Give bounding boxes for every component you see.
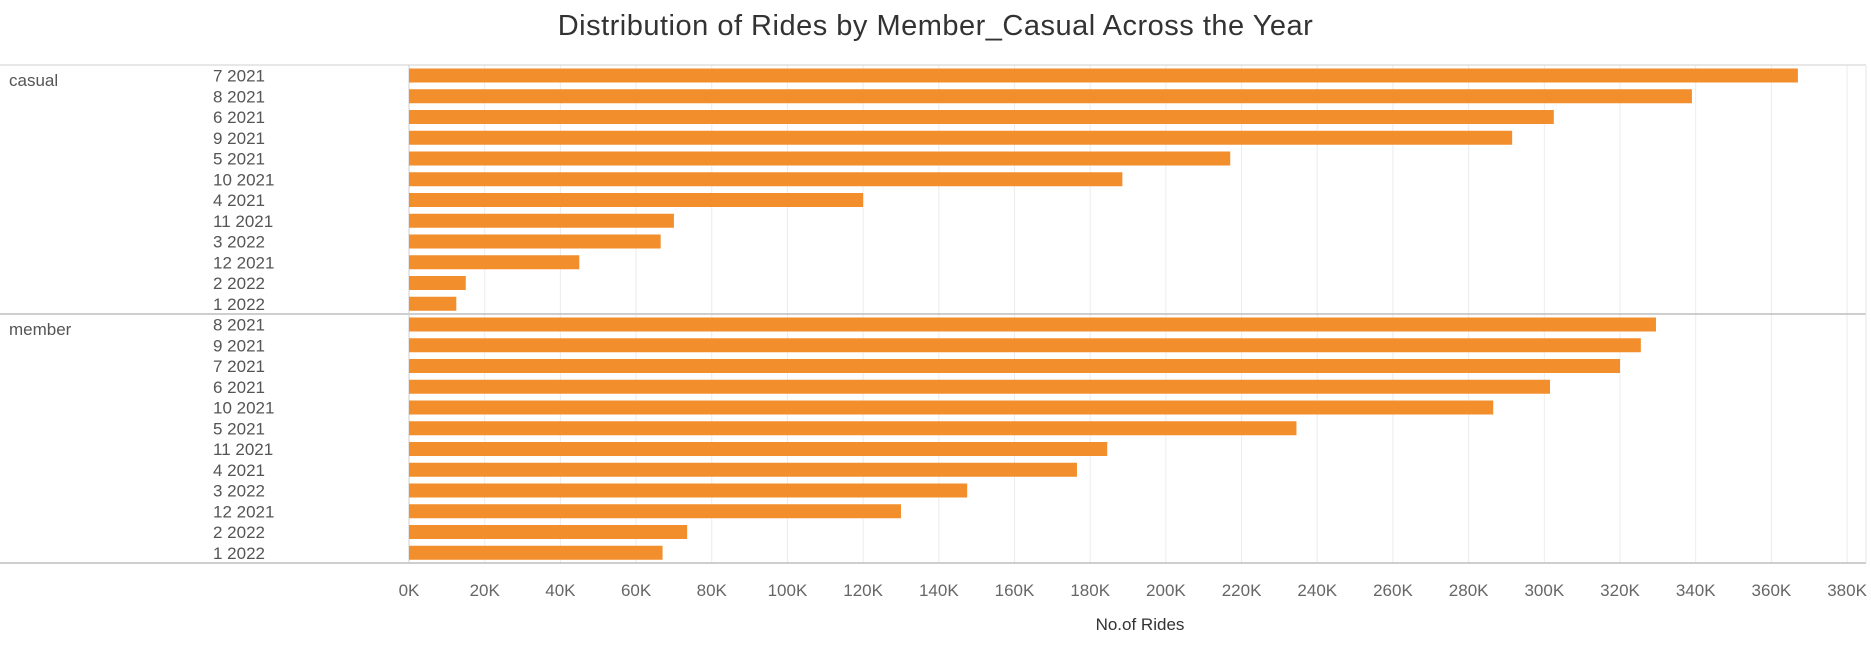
row-label: 5 2021 [213,419,265,438]
x-tick-label: 300K [1524,581,1564,600]
bar [409,462,1077,477]
bar [409,483,968,498]
bar [409,338,1641,353]
row-label: 10 2021 [213,170,274,189]
row-label: 2 2022 [213,274,265,293]
row-label: 3 2022 [213,482,265,501]
row-label: 7 2021 [213,357,265,376]
x-axis: 0K 20K 40K 60K 80K 100K 120K 140K 160K 180K 200K 22… [399,581,1868,600]
row-label: 6 2021 [213,378,265,397]
row-label: 6 2021 [213,108,265,127]
x-axis-title: No.of Rides [1095,615,1185,634]
row-label: 11 2021 [213,440,273,459]
bar [409,545,663,560]
x-tick-label: 320K [1600,581,1640,600]
group-label-member: member [9,320,72,339]
x-tick-label: 40K [545,581,576,600]
row-label: 8 2021 [213,316,265,335]
group-label-casual: casual [9,71,58,90]
bar [409,130,1513,145]
bar [409,193,864,207]
bar [409,317,1656,332]
x-tick-label: 260K [1373,581,1413,600]
bar [409,151,1231,166]
x-tick-label: 120K [843,581,883,600]
x-tick-label: 0K [399,581,420,600]
row-label: 8 2021 [213,87,265,106]
row-label: 7 2021 [213,67,265,86]
bar [409,379,1551,394]
bar [409,110,1554,124]
row-label: 10 2021 [213,399,274,418]
row-label: 4 2021 [213,461,265,480]
bar [409,172,1123,187]
x-tick-label: 160K [995,581,1035,600]
bar [409,525,688,539]
group-labels: casual member [9,71,72,339]
x-tick-label: 80K [697,581,728,600]
x-tick-label: 340K [1676,581,1716,600]
row-label: 9 2021 [213,129,265,148]
bar [409,296,457,311]
bars [409,68,1798,560]
x-tick-label: 100K [768,581,808,600]
x-tick-label: 180K [1070,581,1110,600]
row-label: 11 2021 [213,212,273,231]
bar [409,255,580,270]
chart-frame [0,64,1867,564]
bar [409,276,466,290]
bar [409,400,1494,415]
x-tick-label: 380K [1827,581,1867,600]
row-label: 5 2021 [213,150,265,169]
bar [409,359,1621,373]
x-tick-label: 20K [470,581,501,600]
x-tick-label: 280K [1449,581,1489,600]
bar [409,442,1108,456]
row-label: 1 2022 [213,544,265,563]
x-tick-label: 220K [1222,581,1262,600]
row-label: 4 2021 [213,191,265,210]
chart-title: Distribution of Rides by Member_Casual A… [557,10,1314,42]
x-tick-label: 140K [919,581,959,600]
bar [409,421,1297,436]
row-label: 1 2022 [213,295,265,314]
row-label: 12 2021 [213,253,274,272]
x-tick-label: 360K [1752,581,1792,600]
row-label: 12 2021 [213,502,274,521]
row-label: 2 2022 [213,523,265,542]
bar [409,213,674,228]
bar [409,504,901,519]
x-tick-label: 60K [621,581,652,600]
bar [409,234,661,249]
bar [409,89,1692,104]
row-label: 9 2021 [213,336,265,355]
x-tick-label: 240K [1297,581,1337,600]
bar [409,68,1798,83]
row-label: 3 2022 [213,233,265,252]
x-tick-label: 200K [1146,581,1186,600]
